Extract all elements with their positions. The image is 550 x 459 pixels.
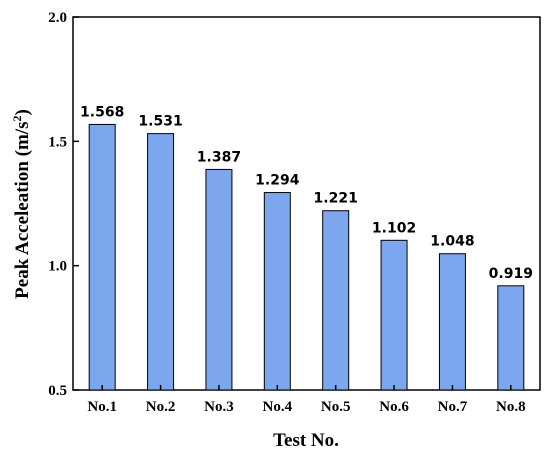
bar-no-5 bbox=[322, 210, 350, 391]
value-label: 1.531 bbox=[138, 114, 182, 130]
y-axis-title-sup: 2 bbox=[10, 116, 24, 122]
x-axis-title: Test No. bbox=[273, 430, 339, 451]
bar-no-1 bbox=[88, 123, 116, 391]
bar-no-3 bbox=[205, 168, 233, 391]
value-label: 1.048 bbox=[430, 234, 474, 250]
bar-no-7 bbox=[438, 253, 466, 391]
bar-no-6 bbox=[380, 239, 408, 391]
value-labels-group: 1.568 1.531 1.387 1.294 1.221 1.102 1.048 0.919 bbox=[80, 104, 533, 281]
x-tick-label: No.4 bbox=[263, 399, 293, 415]
value-label: 1.221 bbox=[314, 191, 358, 207]
value-label: 1.568 bbox=[80, 104, 124, 120]
bar-no-2 bbox=[147, 133, 175, 391]
y-tick-label: 1.0 bbox=[48, 259, 67, 275]
value-label: 1.102 bbox=[372, 220, 416, 236]
y-axis-title-close: ) bbox=[12, 109, 33, 115]
y-tick-label: 0.5 bbox=[48, 383, 67, 399]
x-tick-label: No.7 bbox=[438, 399, 468, 415]
y-tick-label: 2.0 bbox=[48, 10, 67, 26]
x-axis: No.1 No.2 No.3 No.4 No.5 No.6 No.7 No.8 bbox=[87, 385, 526, 415]
y-axis-title-main: Peak Acceleation (m/s bbox=[12, 122, 33, 299]
x-tick-label: No.1 bbox=[87, 399, 117, 415]
x-tick-label: No.6 bbox=[379, 399, 409, 415]
plot-frame bbox=[72, 16, 541, 391]
x-tick-label: No.5 bbox=[321, 399, 351, 415]
value-label: 1.387 bbox=[197, 149, 241, 165]
x-tick-label: No.3 bbox=[204, 399, 234, 415]
y-axis: 0.5 1.0 1.5 2.0 bbox=[48, 10, 79, 399]
x-tick-label: No.8 bbox=[496, 399, 526, 415]
value-label: 0.919 bbox=[489, 266, 533, 282]
bar-no-8 bbox=[497, 285, 525, 391]
bar-no-4 bbox=[263, 192, 291, 391]
y-tick-label: 1.5 bbox=[48, 134, 67, 150]
bars-group bbox=[88, 123, 525, 391]
y-axis-title: Peak Acceleation (m/s2) bbox=[10, 109, 33, 299]
x-tick-label: No.2 bbox=[146, 399, 176, 415]
value-label: 1.294 bbox=[255, 173, 300, 189]
